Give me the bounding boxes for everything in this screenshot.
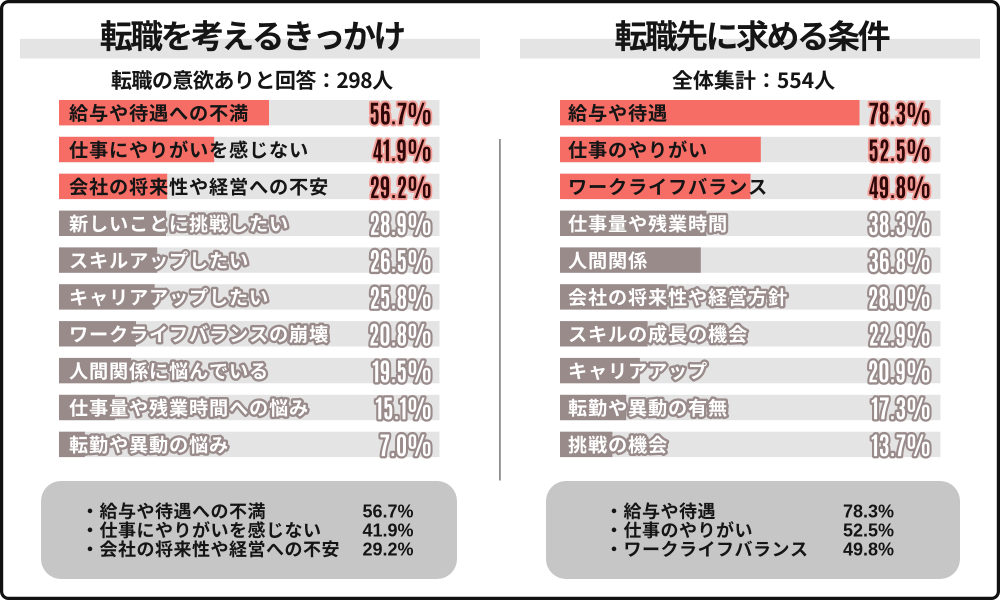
- svg-text:29.2%: 29.2%: [363, 540, 414, 560]
- svg-text:52.5%: 52.5%: [843, 521, 894, 541]
- svg-text:78.3%: 78.3%: [843, 502, 894, 522]
- svg-text:41.9%: 41.9%: [363, 521, 414, 541]
- svg-text:49.8%: 49.8%: [843, 540, 894, 560]
- svg-text:56.7%: 56.7%: [363, 502, 414, 522]
